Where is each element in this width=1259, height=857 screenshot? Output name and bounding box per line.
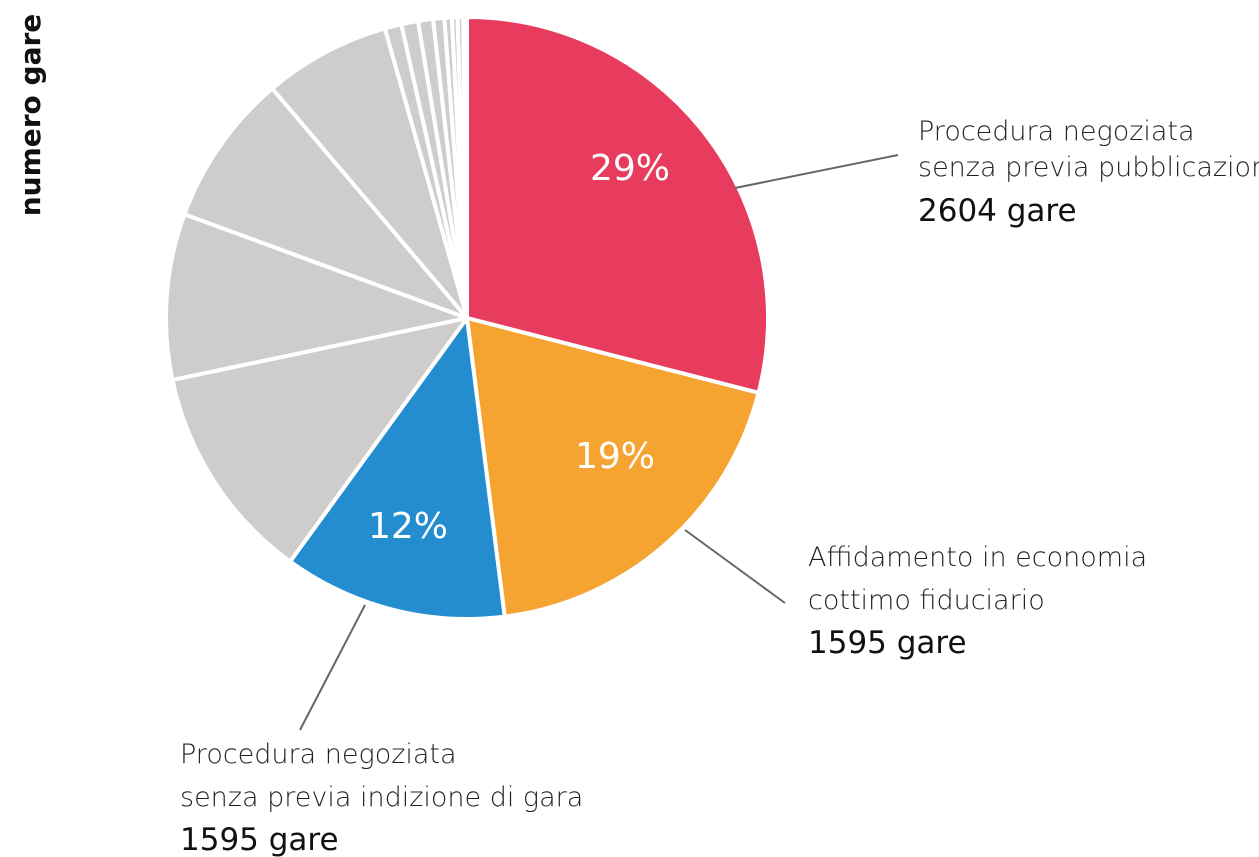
pie-slice — [288, 316, 507, 621]
count-label: 1595 gare — [808, 625, 967, 661]
data-label: 29% — [590, 148, 670, 189]
data-label: 12% — [368, 506, 448, 547]
pie-slice — [182, 86, 469, 320]
count-label: 1595 gare — [180, 822, 339, 857]
slice-label: Affidamento in economia — [808, 542, 1147, 573]
data-label: 19% — [575, 436, 655, 477]
leader-line — [734, 154, 899, 189]
axis-label: numero gare — [14, 14, 47, 217]
pie-slice — [164, 212, 469, 382]
pie-slice — [465, 15, 770, 395]
pie-slice — [170, 316, 469, 564]
slice-label: cottimo fiduciario — [808, 585, 1045, 616]
slice-label: Procedura negoziata — [180, 739, 457, 770]
pie-slice — [461, 15, 469, 320]
slice-label: senza previa indizione di gara — [180, 782, 583, 813]
pie-slice — [465, 316, 761, 619]
pie-slice — [270, 26, 469, 320]
count-label: 2604 gare — [918, 193, 1077, 229]
leader-line — [684, 529, 786, 604]
leader-line — [299, 604, 366, 731]
slice-label: senza previa pubblicazione — [918, 152, 1259, 183]
slice-label: Procedura negoziata — [918, 116, 1195, 147]
